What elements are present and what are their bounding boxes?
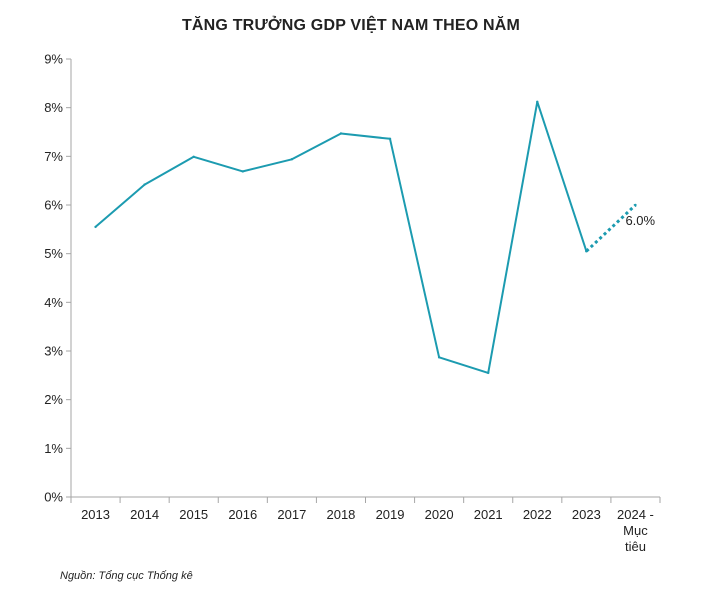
y-tick-label: 6% (44, 198, 63, 213)
y-tick-label: 1% (44, 441, 63, 456)
x-tick-label: 2015 (179, 507, 208, 522)
y-tick-label: 5% (44, 246, 63, 261)
x-tick-label: 2020 (425, 507, 454, 522)
x-tick-label: 2017 (277, 507, 306, 522)
x-tick-label: 2022 (523, 507, 552, 522)
data-point (388, 137, 392, 141)
chart-title: TĂNG TRƯỞNG GDP VIỆT NAM THEO NĂM (181, 17, 521, 34)
data-point (585, 250, 588, 253)
data-point (634, 203, 637, 207)
x-tick-label: 2014 (130, 507, 159, 522)
series-line-target (585, 203, 637, 253)
y-tick-label: 9% (44, 52, 63, 67)
x-tick-label: 2013 (81, 507, 110, 522)
chart-axes: 0% 1% 2% 3% 4% 5% 6% 7% 8% 9% 2013 2014 2015 2016 2017… (44, 52, 661, 554)
y-tick-label: 7% (44, 149, 63, 164)
data-point (339, 132, 343, 135)
x-tick-label: 2018 (326, 507, 355, 522)
data-label: 6.0% (625, 213, 655, 228)
y-tick-label: 3% (44, 344, 63, 359)
x-tick-label: 2021 (474, 507, 503, 522)
data-point (143, 183, 146, 186)
data-point (536, 100, 539, 104)
y-tick-label: 4% (44, 295, 63, 310)
x-tick-label: 2016 (228, 507, 257, 522)
x-tick-label: 2024 -Mục tiêu (617, 507, 654, 554)
data-point (192, 155, 195, 159)
chart-source: Nguồn: Tổng cục Thống kê (60, 570, 193, 582)
data-point (437, 356, 441, 359)
y-tick-label: 0% (44, 490, 63, 505)
data-point (487, 371, 490, 375)
y-tick-label: 8% (44, 100, 63, 115)
data-point (94, 225, 97, 229)
data-point (241, 170, 244, 173)
x-tick-label: 2019 (376, 507, 405, 522)
data-point (290, 158, 294, 161)
x-tick-label: 2023 (572, 507, 601, 522)
y-tick-label: 2% (44, 392, 63, 407)
series-layer (94, 100, 637, 375)
data-labels-layer: 6.0% (625, 213, 655, 228)
series-line-actual (94, 100, 588, 374)
